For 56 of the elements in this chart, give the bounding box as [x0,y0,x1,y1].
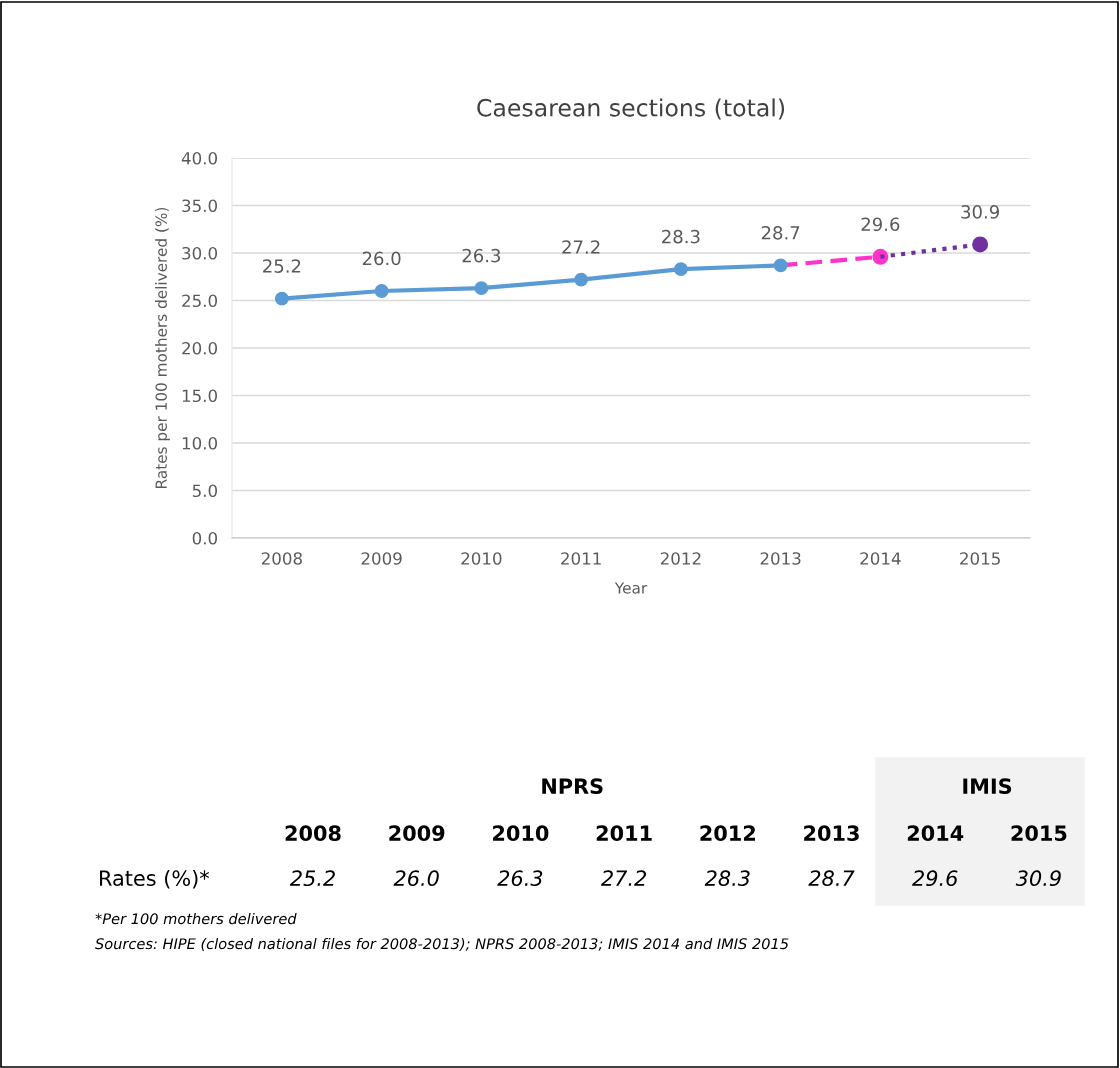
text: *Per 100 mothers delivered [95,912,297,925]
text: 29.6 [912,870,958,887]
point [374,284,389,298]
x-tick-label: 2011 [561,552,601,565]
data-label: 28.7 [761,225,800,240]
text: 2013 [804,825,859,842]
text: NPRS [542,778,603,795]
text: 28.7 [808,870,855,887]
text: 2010 [493,825,549,842]
source-note: Sources: HIPE (closed national files for 2008-2013); NPRS 2008-2013; IMIS 2014 and IMIS 2015 [95,937,789,951]
y-tick-label: 10.0 [182,436,217,450]
y-tick-label: 30.0 [182,246,217,260]
x-tick-label: 2012 [660,552,701,565]
x-tick-label: 2009 [361,552,402,565]
point [972,236,989,253]
point [773,258,788,273]
y-tick-label: 15.0 [182,389,217,403]
x-tick-label: 2013 [760,552,801,565]
text: 2012 [700,825,755,842]
text: 27.2 [600,870,646,886]
text: 25.2 [289,870,335,887]
data-label: 25.2 [263,259,301,273]
y-tick-label: 0.0 [192,531,217,545]
point [274,291,289,306]
text: Rates (%)* [100,869,210,889]
x-tick-label: 2008 [261,552,302,565]
x-tick-label: 2010 [461,552,502,565]
data-label: 27.2 [562,240,600,254]
y-tick-label: 40.0 [181,151,217,165]
text: 26.3 [497,870,543,887]
y-tick-label: 20.0 [182,341,217,355]
text: 30.9 [1015,870,1061,887]
data-label: 26.0 [362,251,401,266]
x-tick-label: 2014 [860,552,901,565]
text: IMIS [963,778,1012,795]
text: 26.0 [393,870,439,887]
data-label: 30.9 [961,205,999,219]
y-tick-label: 35.0 [182,199,217,213]
point [673,262,688,277]
text: 2008 [285,825,341,842]
data-label: 29.6 [861,217,900,232]
text: 2014 [907,825,964,842]
text: 2009 [389,825,445,842]
x-axis-title: Year [614,582,648,594]
point [574,272,589,287]
chart-title: Caesarean sections (total) [477,98,785,120]
y-tick-label: 5.0 [192,484,217,498]
text: 2015 [1011,825,1067,842]
x-tick-label: 2015 [960,552,1000,565]
y-tick-label: 25.0 [182,294,217,308]
text: 2011 [596,825,652,842]
y-axis-title: Rates per 100 mothers delivered (%) [155,207,170,488]
point [474,281,489,296]
data-label: 26.3 [462,248,501,263]
data-label: 28.3 [662,229,700,244]
text: 28.3 [704,870,750,887]
